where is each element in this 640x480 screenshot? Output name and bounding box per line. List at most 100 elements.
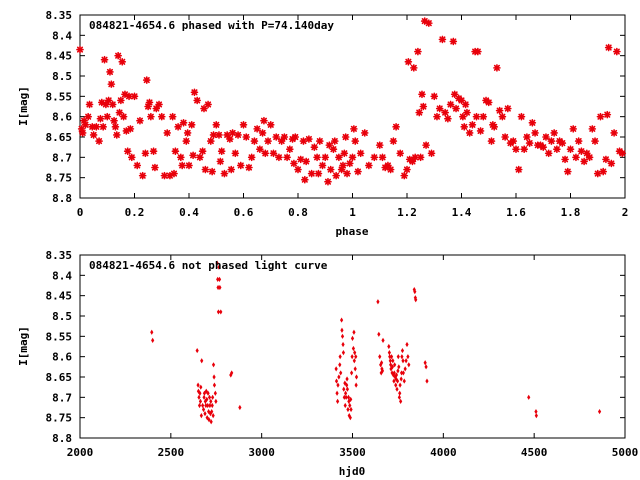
phased-y-tick-label: 8.55	[46, 90, 73, 103]
data-point	[380, 368, 385, 374]
data-point	[424, 19, 433, 27]
unphased-x-tick-label: 5000	[612, 446, 639, 459]
data-point	[403, 165, 411, 174]
phased-y-tick-label: 8.45	[46, 50, 73, 63]
data-point	[266, 121, 275, 129]
data-point	[398, 382, 402, 388]
phased-y-tick-label: 8.6	[52, 111, 72, 124]
data-point	[413, 289, 417, 295]
data-point	[227, 165, 236, 174]
data-point	[89, 131, 98, 139]
data-point	[178, 161, 186, 170]
data-point	[414, 297, 418, 303]
data-point	[392, 370, 396, 376]
data-point	[613, 47, 621, 56]
data-point	[138, 171, 147, 180]
data-point	[183, 129, 192, 137]
data-point	[603, 110, 612, 119]
data-point	[171, 147, 180, 156]
phased-chart-title: 084821-4654.6 phased with P=74.140day	[89, 19, 334, 32]
data-point	[377, 331, 381, 337]
data-point	[407, 362, 411, 368]
data-point	[341, 341, 345, 348]
data-point	[290, 159, 298, 168]
data-point	[125, 92, 133, 101]
data-point	[149, 147, 158, 156]
data-point	[219, 309, 223, 315]
data-point	[344, 394, 348, 400]
data-point	[203, 398, 207, 404]
data-point	[353, 366, 357, 372]
data-point	[207, 417, 211, 423]
data-point	[335, 153, 343, 162]
data-point	[218, 284, 222, 291]
data-point	[185, 161, 193, 170]
data-point	[392, 378, 396, 384]
data-point	[561, 155, 569, 164]
data-point	[599, 167, 608, 176]
data-point	[384, 161, 392, 170]
data-point	[484, 98, 493, 107]
data-point	[190, 88, 199, 97]
data-point	[563, 167, 572, 176]
data-point	[422, 141, 430, 149]
data-point	[228, 129, 237, 137]
data-point	[204, 402, 208, 409]
data-point	[413, 295, 417, 301]
data-point	[479, 112, 488, 121]
data-point	[110, 116, 118, 125]
data-point	[209, 419, 213, 425]
data-point	[343, 390, 348, 396]
unphased-data-points	[150, 260, 602, 425]
data-point	[381, 337, 385, 343]
unphased-y-tick-label: 8.55	[46, 330, 73, 343]
data-point	[114, 51, 122, 60]
data-point	[337, 374, 341, 380]
data-point	[217, 276, 222, 282]
unphased-x-axis-label: hjd0	[339, 465, 366, 478]
data-point	[336, 398, 340, 404]
data-point	[446, 100, 455, 109]
data-point	[253, 125, 261, 133]
data-point	[539, 143, 548, 151]
data-point	[588, 125, 597, 133]
data-point	[334, 378, 339, 384]
data-point	[403, 366, 407, 372]
data-point	[509, 137, 518, 145]
data-point	[391, 358, 395, 364]
data-point	[205, 396, 209, 402]
data-point	[604, 43, 613, 52]
data-point	[520, 145, 528, 153]
data-point	[427, 149, 436, 158]
data-point	[379, 370, 383, 376]
data-point	[534, 413, 538, 419]
data-point	[354, 374, 359, 380]
data-point	[341, 350, 346, 356]
data-point	[349, 406, 353, 413]
data-point	[141, 149, 150, 158]
data-point	[286, 145, 294, 153]
data-point	[396, 354, 400, 360]
data-point	[501, 133, 509, 141]
data-point	[348, 153, 357, 162]
data-point	[553, 145, 561, 153]
data-point	[490, 123, 499, 131]
data-point	[207, 137, 215, 145]
unphased-y-tick-label: 8.4	[52, 269, 72, 282]
data-point	[280, 133, 289, 141]
data-point	[527, 394, 531, 400]
data-point	[350, 125, 358, 133]
data-point	[206, 390, 210, 396]
phased-y-tick-label: 8.5	[52, 70, 72, 83]
data-point	[78, 129, 87, 137]
data-point	[247, 153, 256, 162]
data-point	[195, 347, 199, 354]
data-point	[205, 415, 209, 421]
data-point	[350, 354, 354, 360]
data-point	[386, 165, 395, 174]
data-point	[307, 169, 316, 178]
data-point	[214, 398, 218, 404]
data-point	[260, 116, 268, 125]
data-point	[354, 354, 358, 360]
data-point	[264, 137, 272, 145]
